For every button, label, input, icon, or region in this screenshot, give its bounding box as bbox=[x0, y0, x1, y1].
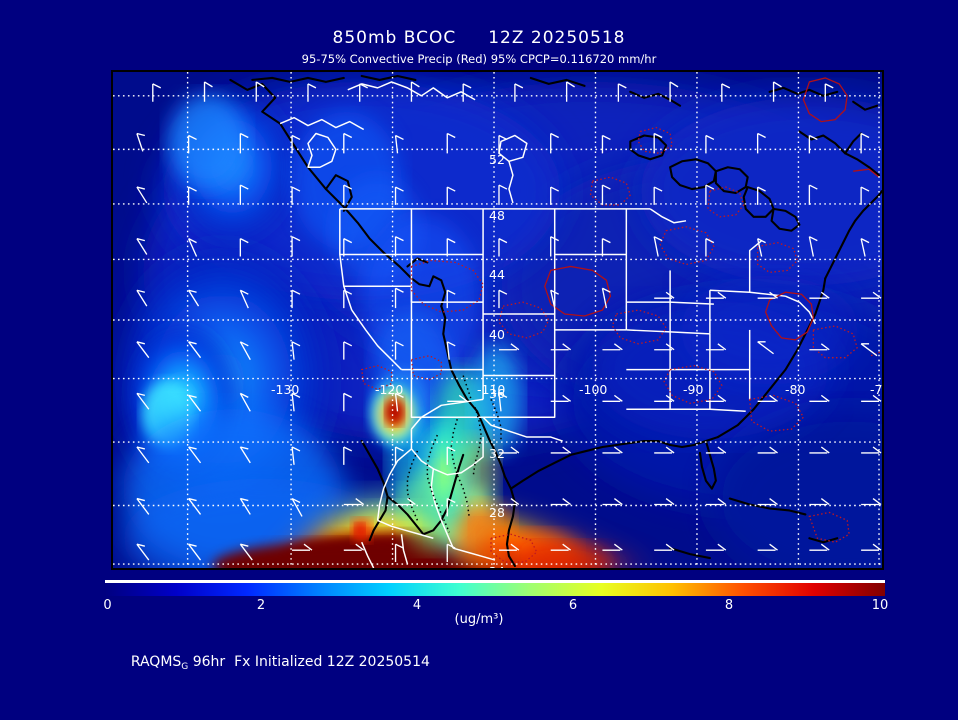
colorbar-tick-2: 2 bbox=[256, 598, 266, 613]
wind-barbs-overlay bbox=[113, 72, 882, 568]
colorbar-tick-0: 0 bbox=[103, 598, 112, 613]
colorbar-gradient bbox=[105, 583, 885, 596]
model-subscript: G bbox=[181, 662, 189, 672]
map-plot-area[interactable]: 52 48 44 40 36 32 28 24 20 -130 -120 -11… bbox=[111, 70, 884, 570]
colorbar-unit-label: (ug/m³) bbox=[454, 612, 504, 627]
colorbar[interactable]: 0 2 4 6 8 10 bbox=[103, 580, 888, 614]
geography-overlay bbox=[113, 72, 882, 568]
model-run-text: 96hr Fx Initialized 12Z 20250514 bbox=[188, 654, 430, 670]
lon-label-130: -130 bbox=[271, 382, 300, 397]
lat-label-40: 40 bbox=[489, 327, 505, 342]
graticule-gridlines bbox=[113, 72, 882, 568]
lon-label-110: -110 bbox=[477, 382, 506, 397]
colorbar-tick-10: 10 bbox=[871, 598, 889, 613]
lon-label-120: -120 bbox=[375, 382, 404, 397]
colorbar-top-rule bbox=[105, 580, 885, 583]
lon-label-100: -100 bbox=[579, 382, 608, 397]
chart-title: 850mb BCOC 12Z 20250518 bbox=[332, 28, 626, 48]
lat-label-28: 28 bbox=[489, 505, 505, 520]
lat-label-36: 36 bbox=[489, 386, 505, 401]
lon-label-90: -90 bbox=[683, 382, 704, 397]
colorbar-tick-labels: 0 2 4 6 8 10 bbox=[103, 596, 888, 614]
lon-label-70: -70 bbox=[870, 382, 883, 397]
lat-label-32: 32 bbox=[489, 446, 505, 461]
concentration-field bbox=[113, 72, 882, 568]
chart-subtitle: 95-75% Convective Precip (Red) 95% CPCP=… bbox=[301, 52, 657, 66]
colorbar-tick-8: 8 bbox=[724, 598, 734, 613]
model-name: RAQMS bbox=[130, 654, 182, 670]
lat-label-52: 52 bbox=[489, 152, 505, 167]
lat-label-24: 24 bbox=[489, 564, 505, 568]
colorbar-tick-6: 6 bbox=[568, 598, 578, 613]
lat-label-44: 44 bbox=[489, 267, 505, 282]
lat-label-48: 48 bbox=[489, 208, 505, 223]
lon-label-80: -80 bbox=[785, 382, 806, 397]
colorbar-tick-4: 4 bbox=[412, 598, 422, 613]
model-run-caption: RAQMSG 96hr Fx Initialized 12Z 20250514 bbox=[113, 638, 430, 686]
